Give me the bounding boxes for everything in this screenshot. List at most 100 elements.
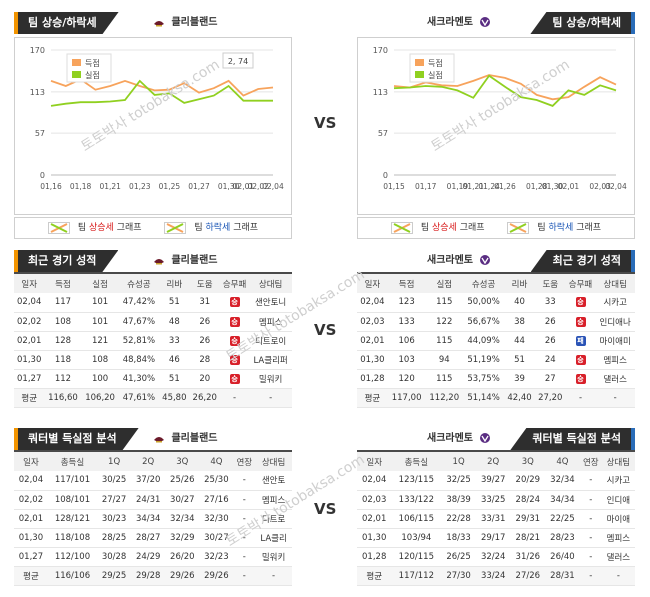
allowed-cell: 112,20 [425,388,464,408]
win-badge: 승 [575,297,586,308]
average-row: 평균 116,60 106,20 47,61% 45,80 26,20- - [14,388,292,408]
rebounds-cell: 40 [504,293,535,313]
legend-rise-prefix: 팀 [420,223,430,233]
fg-pct-cell: 48,84% [118,350,160,370]
q4-cell: 25/30 [199,471,234,491]
column-header: 1Q [97,450,132,471]
points-cell: 133 [387,312,426,332]
q3-cell: 28/21 [510,528,546,548]
opponent-cell: - [255,566,292,586]
x-tick-label: 01,16 [40,182,62,191]
table-row: 02,01 128/121 30/23 34/34 32/34 32/30- 디트로 [14,509,292,529]
rebounds-cell: 51 [504,350,535,370]
fg-pct-cell: 47,61% [118,388,160,408]
q3-cell: 29/26 [165,566,200,586]
result-cell: 승 [219,312,250,332]
assists-cell: 26 [534,312,566,332]
assists-cell: 26 [189,331,220,351]
x-tick-label: 01,28 [526,182,548,191]
q1-cell: 22/28 [441,509,476,529]
table-row: 02,04 123 115 50,00% 40 33 승 시카고 [357,293,635,313]
opponent-cell: 샌안토 [255,471,292,491]
column-header: 4Q [199,450,234,471]
date-cell: 01,27 [14,547,48,567]
x-tick-label: 02,03 [589,182,611,191]
legend-label: 실점 [85,70,100,80]
right-team-name: 새크라멘토 [427,255,473,266]
allowed-cell: 100 [81,369,119,389]
result-cell: 승 [565,312,596,332]
column-header: 상대팀 [255,450,292,471]
q1-cell: 28/25 [97,528,132,548]
total-cell: 133/122 [391,490,442,510]
legend-fall-prefix: 팀 [194,223,203,233]
q3-cell: 32/34 [165,509,200,529]
table-row: 02,02 108/101 27/27 24/31 30/27 27/16- 멤피스 [14,490,292,510]
date-cell: 02,01 [357,331,388,351]
column-header: 실점 [81,272,119,293]
avg-label-cell: 평균 [357,388,388,408]
left-quarter-panel: 쿼터별 득실점 분석 클리블랜드 일자 총득실 1Q 2Q 3Q 4Q 연장 상대팀 02,0… [14,428,292,586]
x-tick-label: 01,23 [129,182,151,191]
vs-label-recent: VS [314,321,337,339]
series-line-scored [50,78,274,97]
total-cell: 106/115 [391,509,442,529]
table-row: 02,04 117 101 47,42% 51 31 승 샌안토니 [14,293,292,313]
x-tick-label: 02,04 [262,182,284,191]
legend-fall-suffix: 그래프 [576,223,602,233]
assists-cell: 31 [189,293,220,313]
right-trend-panel: 새크라멘토 팀 상승/하락세 0 57 113 170 01,15 01,17 01,19 0… [357,12,635,240]
table-row: 01,28 120/115 26/25 32/24 31/26 26/40- 댈러스 [357,547,635,567]
trend-header-tab: 팀 상승/하락세 [14,12,119,34]
x-tick-label: 02,01 [233,182,255,191]
win-badge: 승 [575,316,586,327]
assists-cell: 20 [189,369,220,389]
chart-tooltip-text: 2, 74 [228,57,248,66]
average-row: 평균 117/112 27/30 33/24 27/26 28/31- - [357,566,635,586]
x-tick-label: 01,19 [447,182,469,191]
q1-cell: 30/28 [97,547,132,567]
column-header: 총득실 [391,450,442,471]
right-quarter-panel: 새크라멘토 쿼터별 득실점 분석 일자 총득실 1Q 2Q 3Q 4Q 연장 상대팀 02,0… [357,428,635,586]
right-quarter-table: 일자 총득실 1Q 2Q 3Q 4Q 연장 상대팀 02,04 123/115 32/25 39/2… [357,450,635,586]
opponent-cell: 멤피스 [255,490,292,510]
column-header: 2Q [475,450,511,471]
q2-cell: 33/24 [475,566,511,586]
result-cell: 승 [219,369,250,389]
opponent-cell: 마이애 [601,509,635,529]
legend-rise: 팀 상승세 그래프 [47,218,142,238]
assists-cell: 33 [534,293,566,313]
rebounds-cell: 33 [159,331,190,351]
opponent-cell: 멤피스 [595,350,635,370]
left-team-label: 클리블랜드 [150,250,217,272]
allowed-cell: 101 [81,293,119,313]
win-badge: 승 [229,354,240,365]
result-cell: 승 [219,293,250,313]
points-cell: 108 [44,312,82,332]
rebounds-cell: 42,40 [504,388,535,408]
q1-cell: 18/33 [441,528,476,548]
left-recent-header: 최근 경기 성적 클리블랜드 [14,250,292,272]
assists-cell: 26 [534,331,566,351]
vs-label-trend: VS [314,114,337,132]
overtime-cell: - [579,547,602,567]
total-cell: 117/101 [47,471,98,491]
average-row: 평균 117,00 112,20 51,14% 42,40 27,20- - [357,388,635,408]
fg-pct-cell: 47,67% [118,312,160,332]
win-badge: 승 [229,316,240,327]
right-recent-header: 새크라멘토 최근 경기 성적 [357,250,635,272]
overtime-cell: - [579,490,602,510]
total-cell: 103/94 [391,528,442,548]
team-logo-icon [154,21,164,27]
q2-cell: 28/27 [131,528,166,548]
quarter-header-tab: 쿼터별 득실점 분석 [14,428,139,450]
overtime-cell: - [579,566,602,586]
q1-cell: 30/23 [97,509,132,529]
opponent-cell: 샌안토니 [249,293,292,313]
team-logo-icon [154,259,164,265]
date-cell: 01,30 [14,350,45,370]
opponent-cell: 밀워키 [249,369,292,389]
y-tick-label: 57 [35,129,45,138]
right-trend-legend: 팀 상승세 그래프 팀 하락세 그래프 [357,217,635,239]
points-cell: 116,60 [44,388,82,408]
